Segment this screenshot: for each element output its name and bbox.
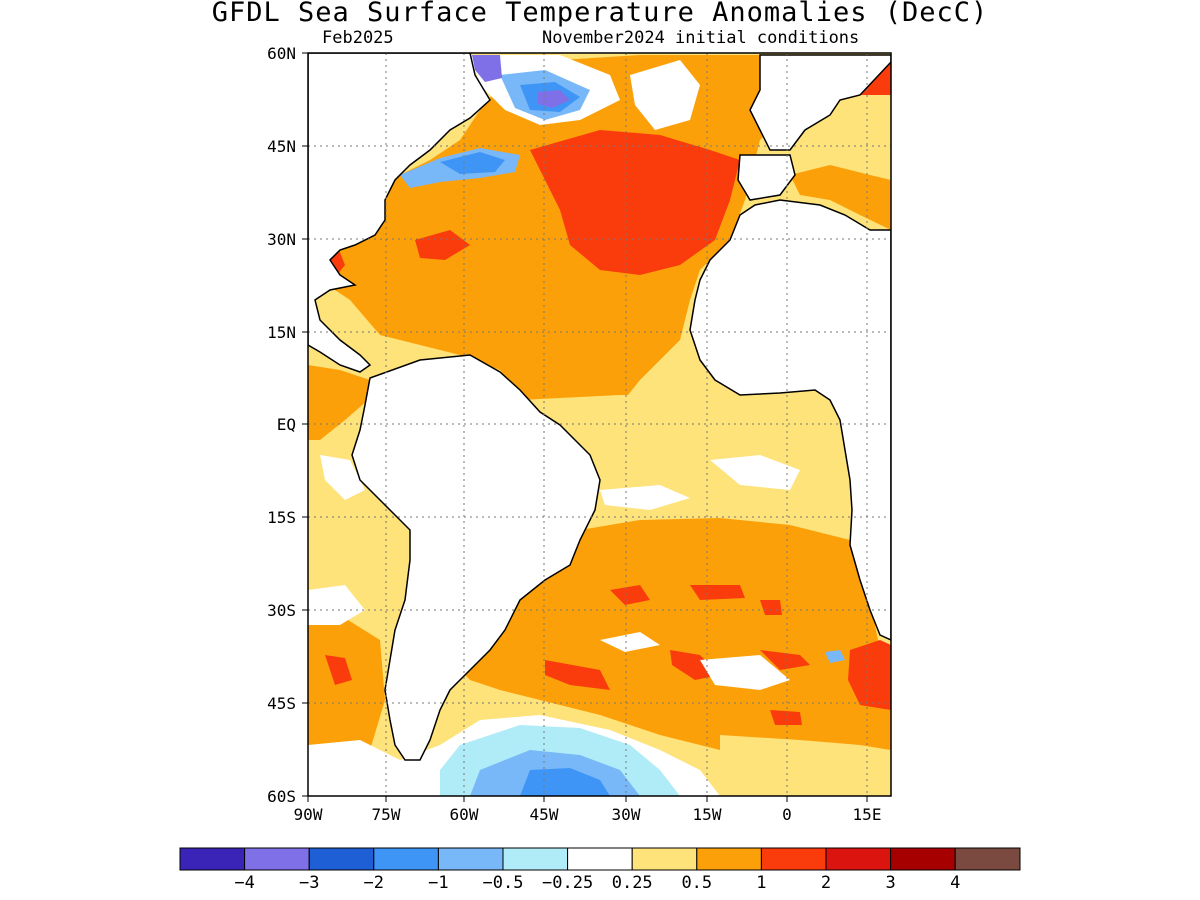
colorbar-swatch — [825, 847, 892, 871]
lat-tick-label: 15N — [267, 323, 296, 342]
anomaly-strong-warm-south — [760, 650, 810, 670]
colorbar-swatch — [567, 847, 633, 871]
colorbar-swatch — [760, 847, 827, 871]
lon-tick-label: 15E — [853, 805, 882, 824]
colorbar-swatch — [954, 847, 1021, 871]
anomaly-strong-warm-south — [545, 660, 610, 690]
land-masses — [308, 53, 891, 761]
colorbar-swatch — [696, 847, 762, 871]
forecast-month-label: Feb2025 — [322, 28, 394, 48]
lon-tick-label: 30W — [612, 805, 641, 824]
lon-tick-label: 90W — [294, 805, 323, 824]
anomaly-warm-southeast-pacific — [308, 615, 385, 770]
colorbar-swatch — [244, 847, 310, 871]
lat-tick-label: 60N — [267, 44, 296, 63]
anomaly-strong-warm-south — [760, 600, 782, 615]
colorbar-label: −3 — [299, 873, 319, 893]
lat-tick-label: EQ — [277, 415, 296, 434]
colorbar-label: 4 — [950, 873, 960, 893]
anomaly-warm-mediterranean — [790, 165, 891, 230]
lat-tick-label: 15S — [267, 508, 296, 527]
anomaly-cool-patch — [825, 650, 845, 663]
anomaly-warm-east-pacific — [308, 365, 370, 440]
colorbar-label: 3 — [885, 873, 895, 893]
anomaly-mild-warm-south — [720, 735, 891, 796]
anomaly-neutral-equatorial — [600, 485, 690, 510]
lon-tick-label: 15W — [693, 805, 722, 824]
anomaly-strong-warm-south — [610, 585, 650, 605]
colorbar-label: −0.25 — [542, 873, 593, 893]
colorbar-label: −1 — [428, 873, 448, 893]
colorbar-label: 0.25 — [612, 873, 653, 893]
lat-tick-labels: 60N 45N 30N 15N EQ 15S 30S 45S 60S — [267, 44, 296, 806]
anomaly-strong-warm-agulhas — [848, 640, 891, 710]
anomaly-colder-southern-ocean — [520, 768, 610, 796]
colorbar-label: −4 — [234, 873, 254, 893]
lat-tick-label: 30N — [267, 230, 296, 249]
land-north-america — [308, 53, 491, 373]
lat-tick-label: 60S — [267, 787, 296, 806]
lat-tick-label: 45S — [267, 694, 296, 713]
colorbar-labels: −4 −3 −2 −1 −0.5 −0.25 0.25 0.5 1 2 3 4 — [234, 873, 960, 893]
lon-tick-label: 60W — [450, 805, 479, 824]
anomaly-coldest-baffin — [472, 55, 502, 82]
anomaly-neutral-pacific — [320, 455, 365, 500]
lon-tick-label: 75W — [372, 805, 401, 824]
lon-tick-label: 0 — [782, 805, 792, 824]
anomaly-strong-warm-south — [770, 710, 802, 725]
initial-conditions-label: November2024 initial conditions — [542, 28, 860, 48]
land-africa — [689, 199, 891, 641]
colorbar-swatch — [631, 847, 698, 871]
anomaly-strong-warm-patch — [415, 230, 470, 260]
lat-tick-label: 30S — [267, 601, 296, 620]
tick-marks — [302, 52, 868, 802]
graticule — [308, 53, 891, 796]
anomaly-neutral-south — [700, 655, 790, 690]
anomaly-strong-warm-southeast-pacific — [325, 655, 352, 685]
anomaly-colder-nova-scotia — [440, 152, 505, 174]
colorbar-label: 2 — [821, 873, 831, 893]
colorbar-swatch — [437, 847, 504, 871]
colorbar-swatches — [179, 847, 1021, 871]
colorbar-swatch — [308, 847, 375, 871]
colorbar-label: 0.5 — [681, 873, 712, 893]
anomaly-strong-warm-south — [690, 585, 745, 600]
figure-title: GFDL Sea Surface Temperature Anomalies (… — [211, 0, 989, 28]
land-south-america — [351, 354, 601, 761]
colorbar-swatch — [890, 847, 956, 871]
colorbar-label: −0.5 — [483, 873, 524, 893]
colorbar-swatch — [179, 847, 246, 871]
colorbar-swatch — [502, 847, 569, 871]
anomaly-neutral-gulf-guinea — [710, 455, 800, 490]
land-iberia — [737, 154, 796, 201]
anomaly-neutral-patch — [630, 60, 700, 130]
land-europe — [749, 54, 891, 151]
lon-tick-labels: 90W 75W 60W 45W 30W 15W 0 15E — [294, 805, 882, 824]
colorbar: −4 −3 −2 −1 −0.5 −0.25 0.25 0.5 1 2 3 4 — [179, 847, 1021, 893]
colorbar-label: −2 — [364, 873, 384, 893]
anomaly-coldest-labrador — [538, 90, 570, 108]
anomaly-neutral-south — [600, 632, 660, 652]
lon-tick-label: 45W — [530, 805, 559, 824]
colorbar-swatch — [373, 847, 439, 871]
colorbar-label: 1 — [756, 873, 766, 893]
lat-tick-label: 45N — [267, 137, 296, 156]
anomaly-neutral-pacific — [308, 585, 365, 625]
